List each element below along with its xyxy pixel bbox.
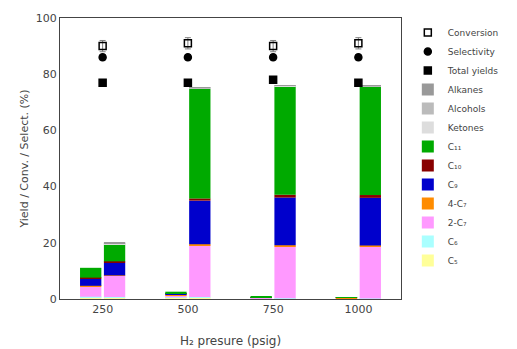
svg-text:Total yields: Total yields bbox=[447, 66, 498, 76]
svg-text:20: 20 bbox=[43, 237, 57, 250]
svg-text:0: 0 bbox=[50, 293, 57, 306]
svg-text:500: 500 bbox=[177, 303, 198, 316]
svg-text:Ketones: Ketones bbox=[448, 123, 484, 133]
svg-text:2-C₇: 2-C₇ bbox=[448, 218, 467, 228]
svg-text:60: 60 bbox=[43, 124, 57, 137]
svg-text:C₉: C₉ bbox=[448, 180, 458, 190]
svg-text:C₁₀: C₁₀ bbox=[448, 161, 462, 171]
svg-text:C₆: C₆ bbox=[448, 237, 458, 247]
svg-text:Yield / Conv. / Select. (%): Yield / Conv. / Select. (%) bbox=[18, 89, 31, 228]
svg-text:4-C₇: 4-C₇ bbox=[448, 199, 467, 209]
svg-text:Alcohols: Alcohols bbox=[448, 104, 486, 114]
svg-text:750: 750 bbox=[263, 303, 284, 316]
svg-text:Selectivity: Selectivity bbox=[448, 47, 496, 57]
svg-text:Conversion: Conversion bbox=[448, 28, 498, 38]
svg-text:H₂ presure (psig): H₂ presure (psig) bbox=[180, 334, 281, 348]
svg-text:C₁₁: C₁₁ bbox=[448, 142, 462, 152]
svg-text:80: 80 bbox=[43, 68, 57, 81]
svg-text:100: 100 bbox=[36, 12, 57, 25]
svg-text:40: 40 bbox=[43, 180, 57, 193]
svg-text:Alkanes: Alkanes bbox=[448, 85, 483, 95]
svg-text:1000: 1000 bbox=[344, 303, 372, 316]
svg-text:C₅: C₅ bbox=[448, 256, 458, 266]
svg-text:250: 250 bbox=[92, 303, 113, 316]
